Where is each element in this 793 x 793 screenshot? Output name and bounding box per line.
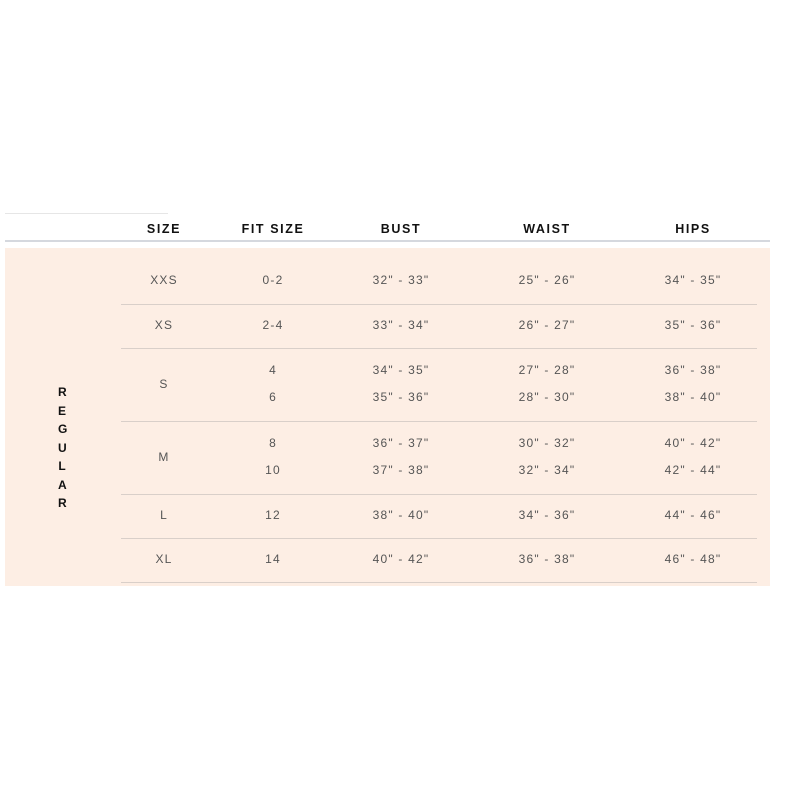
group-label-letter: E [58,403,67,418]
bust-cell: 38" - 40" [372,508,430,522]
waist-cell: 34" - 36" [518,508,576,522]
waist-cell: 25" - 26" [518,273,576,287]
column-header-bust: BUST [380,222,422,236]
hips-cell: 36" - 38" [664,363,722,377]
hips-cell: 42" - 44" [664,463,722,477]
waist-cell: 36" - 38" [518,552,576,566]
group-label-letter: R [58,385,67,399]
waist-cell: 32" - 34" [518,463,576,477]
waist-cell: 30" - 32" [518,436,576,450]
table-row: XXS 0-2 32" - 33" 25" - 26" 34" - 35" [0,258,793,305]
waist-cell: 27" - 28" [518,363,576,377]
fit-cell: 14 [265,552,281,566]
bust-cell: 34" - 35" [372,363,430,377]
bust-cell: 37" - 38" [372,463,430,477]
row-divider [121,348,757,349]
waist-cell: 26" - 27" [518,318,576,332]
column-header-fit-size: FIT SIZE [241,222,305,236]
fit-cell: 0-2 [262,273,284,287]
table-row: M 8 36" - 37" 30" - 32" 40" - 42" 10 37" - 38"… [0,421,793,495]
hips-cell: 40" - 42" [664,436,722,450]
group-label-letter: R [58,496,67,510]
hips-cell: 34" - 35" [664,273,722,287]
group-label-letter: A [58,477,67,492]
size-cell: XS [154,318,174,332]
bust-cell: 32" - 33" [372,273,430,287]
fit-cell: 12 [265,508,281,522]
row-divider [121,582,757,583]
fit-cell: 4 [269,363,277,377]
bust-cell: 40" - 42" [372,552,430,566]
group-label-letter: L [58,459,66,473]
hips-cell: 44" - 46" [664,508,722,522]
bust-cell: 33" - 34" [372,318,430,332]
column-header-size: SIZE [146,222,182,236]
row-divider [121,304,757,305]
table-row: XS 2-4 33" - 34" 26" - 27" 35" - 36" [0,304,793,349]
table-row: XL 14 40" - 42" 36" - 38" 46" - 48" [0,538,793,583]
column-header-hips: HIPS [675,222,711,236]
group-label-letter: G [58,422,68,436]
size-cell: XL [155,552,173,566]
bust-cell: 36" - 37" [372,436,430,450]
row-divider [121,538,757,539]
bust-cell: 35" - 36" [372,390,430,404]
hips-cell: 38" - 40" [664,390,722,404]
size-cell: M [158,449,170,464]
hips-cell: 35" - 36" [664,318,722,332]
row-divider [121,494,757,495]
top-divider [5,213,168,214]
column-header-waist: WAIST [523,222,571,236]
fit-cell: 8 [269,436,277,450]
table-row: S 4 34" - 35" 27" - 28" 36" - 38" 6 35" - 36" 2… [0,348,793,422]
fit-cell: 2-4 [262,318,284,332]
header-divider [5,240,770,242]
row-divider [121,421,757,422]
size-cell: XXS [150,273,178,287]
size-cell: S [159,376,169,391]
waist-cell: 28" - 30" [518,390,576,404]
fit-cell: 6 [269,390,277,404]
group-label-letter: U [58,440,67,455]
table-row: L 12 38" - 40" 34" - 36" 44" - 46" [0,494,793,539]
size-cell: L [160,508,168,522]
hips-cell: 46" - 48" [664,552,722,566]
fit-cell: 10 [265,463,281,477]
